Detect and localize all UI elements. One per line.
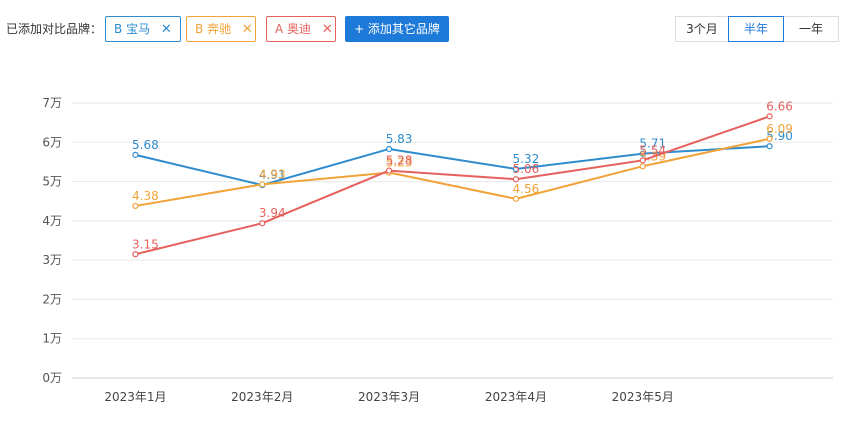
brand-tag-prefix: B — [195, 22, 204, 36]
remove-bmw-icon[interactable]: ✕ — [160, 22, 172, 37]
brand-tag-prefix: B — [114, 22, 123, 36]
data-label: 3.94 — [259, 206, 286, 220]
data-label: 4.91 — [259, 168, 286, 182]
x-tick-label: 2023年5月 — [612, 390, 674, 404]
data-label: 6.09 — [766, 122, 793, 136]
data-point — [259, 181, 266, 188]
brand-tag-benz[interactable]: B 奔驰 ✕ — [186, 16, 256, 42]
x-tick-label: 2023年3月 — [358, 390, 420, 404]
x-tick-label: 2023年4月 — [485, 390, 547, 404]
data-point — [385, 145, 393, 153]
data-point — [132, 251, 139, 258]
y-tick-label: 2万 — [42, 292, 62, 306]
remove-benz-icon[interactable]: ✕ — [241, 22, 253, 37]
data-label: 5.23 — [386, 156, 413, 170]
toolbar: 已添加对比品牌： B 宝马 ✕ B 奔驰 ✕ A 奥迪 ✕ + 添加其它品牌 3… — [0, 0, 852, 60]
x-tick-label: 2023年2月 — [231, 390, 293, 404]
data-point — [639, 157, 646, 164]
data-point — [132, 151, 139, 158]
brand-tag-name: 奔驰 — [207, 22, 232, 36]
data-label: 5.68 — [132, 138, 159, 152]
y-tick-label: 0万 — [42, 371, 62, 385]
data-point — [259, 220, 266, 227]
y-tick-label: 1万 — [42, 332, 62, 346]
data-point — [132, 202, 139, 210]
data-label: 5.71 — [639, 137, 666, 151]
data-label: 5.90 — [766, 129, 793, 143]
brand-tag-name: 奥迪 — [287, 22, 312, 36]
data-point — [385, 167, 393, 174]
series-line — [135, 145, 770, 187]
data-point — [512, 176, 520, 183]
data-label: 4.93 — [259, 167, 286, 181]
series-line — [135, 115, 770, 256]
brand-tag-bmw[interactable]: B 宝马 ✕ — [105, 16, 181, 42]
y-tick-label: 5万 — [42, 175, 62, 189]
brand-tag-audi[interactable]: A 奥迪 ✕ — [266, 16, 336, 42]
data-label: 4.38 — [132, 189, 159, 203]
data-label: 5.32 — [513, 152, 540, 166]
remove-audi-icon[interactable]: ✕ — [321, 22, 333, 37]
data-label: 5.28 — [386, 154, 413, 168]
data-point — [766, 143, 773, 150]
add-brand-button[interactable]: + 添加其它品牌 — [345, 16, 449, 42]
y-tick-label: 3万 — [42, 253, 62, 267]
data-point — [766, 113, 773, 120]
data-label: 4.56 — [513, 182, 540, 196]
y-tick-label: 7万 — [42, 96, 62, 110]
data-label: 5.06 — [513, 162, 540, 176]
series-line — [135, 137, 770, 207]
data-point — [639, 163, 646, 170]
data-label: 6.66 — [766, 99, 793, 113]
range-one-year-button[interactable]: 一年 — [783, 16, 839, 42]
data-label: 3.15 — [132, 237, 159, 251]
time-range-selector: 3个月 半年 一年 — [675, 16, 839, 42]
added-brands-label: 已添加对比品牌： — [6, 22, 103, 36]
range-half-year-button[interactable]: 半年 — [728, 16, 784, 42]
brand-tag-prefix: A — [275, 22, 284, 36]
y-tick-label: 6万 — [42, 135, 62, 149]
data-label: 5.54 — [639, 143, 666, 157]
y-tick-label: 4万 — [42, 214, 62, 228]
data-point — [512, 195, 520, 202]
range-3-months-button[interactable]: 3个月 — [675, 16, 729, 42]
data-point — [512, 165, 520, 173]
data-label: 5.83 — [386, 132, 413, 146]
data-point — [766, 135, 773, 142]
brand-tag-name: 宝马 — [126, 22, 151, 36]
x-tick-label: 2023年1月 — [104, 390, 166, 404]
data-point — [639, 150, 646, 157]
